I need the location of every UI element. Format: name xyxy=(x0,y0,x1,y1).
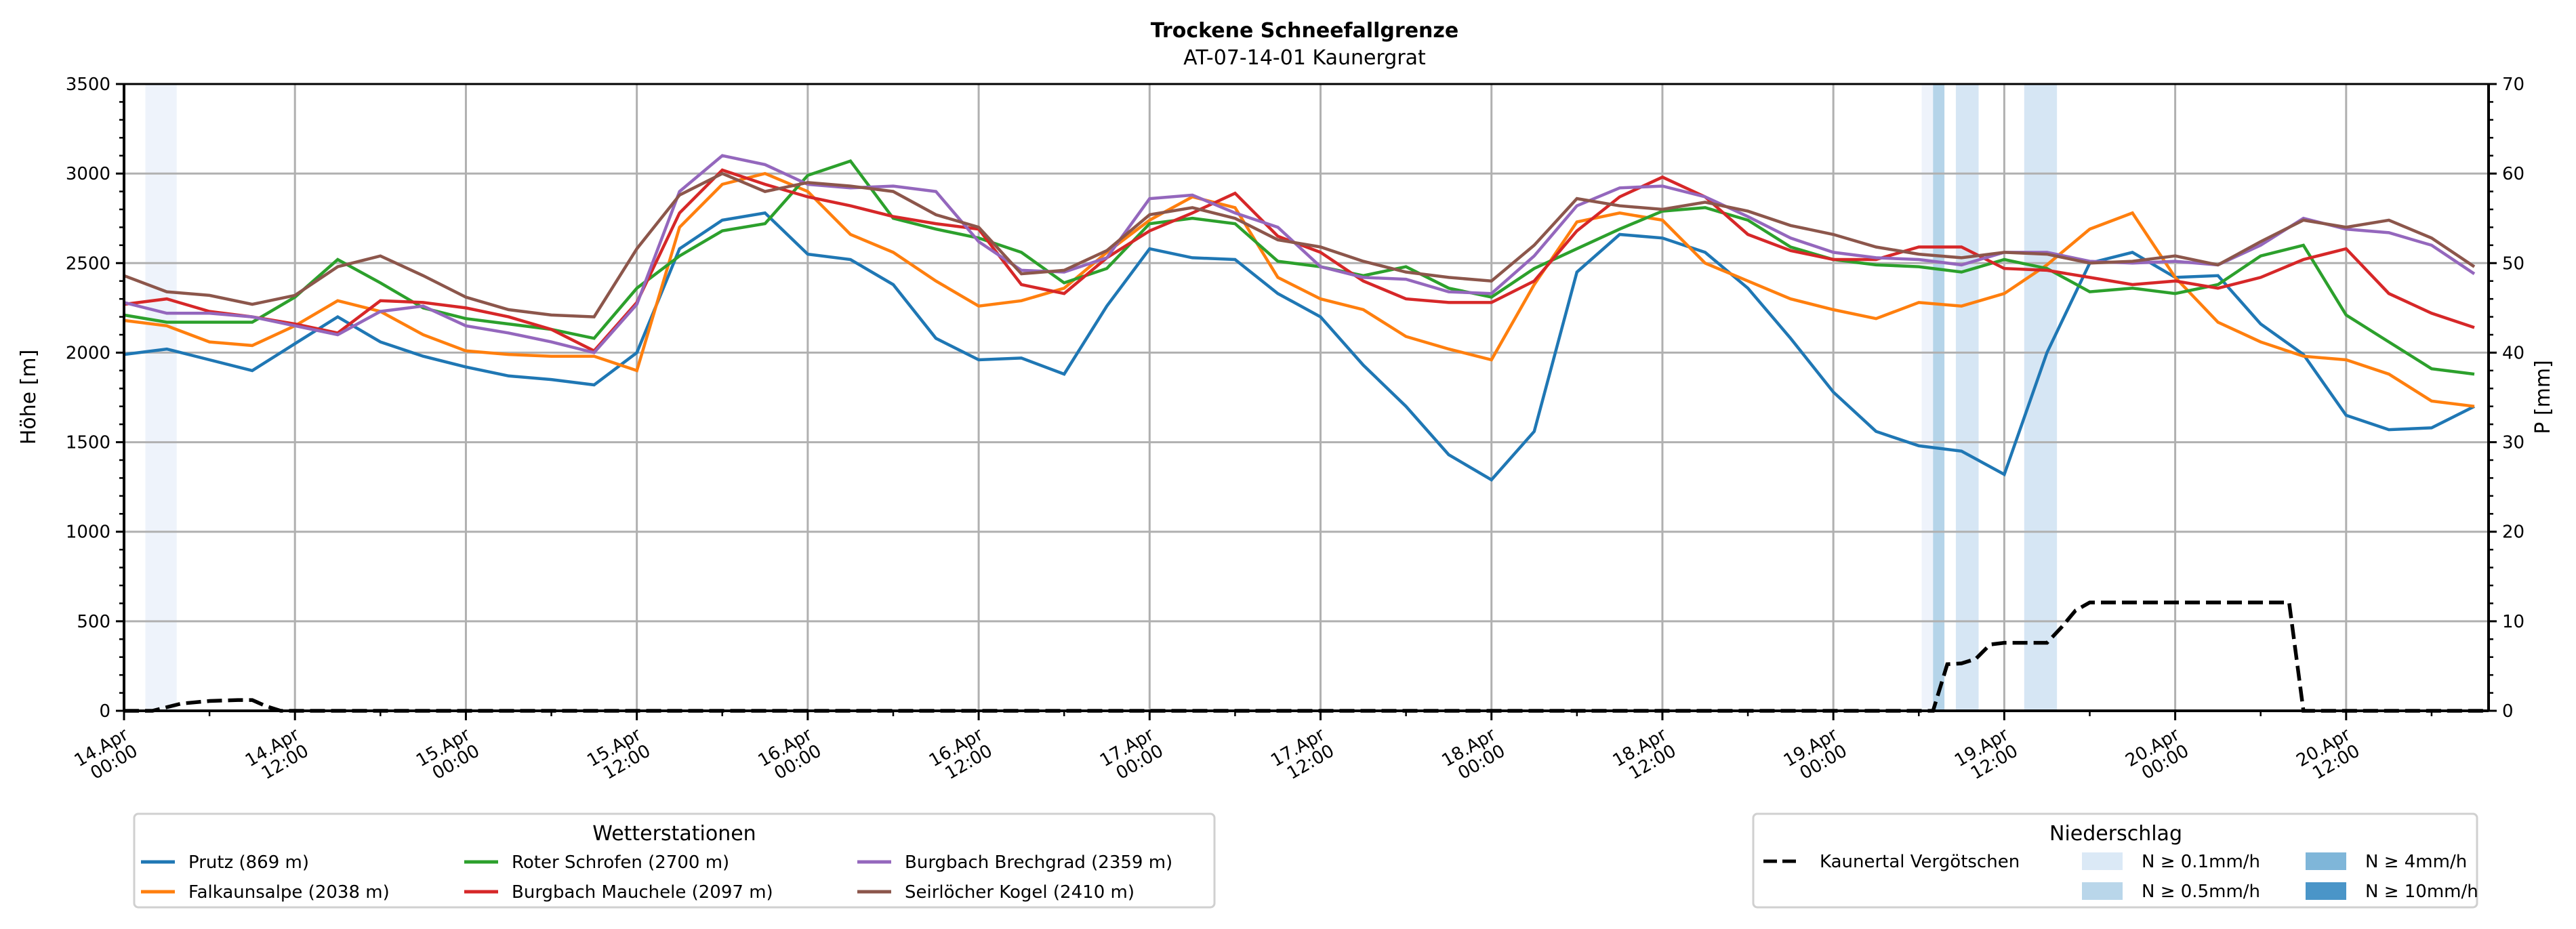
grid xyxy=(124,84,2489,711)
y-tick-label-1000: 1000 xyxy=(66,522,110,543)
precip-band-3 xyxy=(1955,84,1979,711)
precip-band-2 xyxy=(1933,84,1945,711)
legend-precip-label-3: N ≥ 10mm/h xyxy=(2365,882,2478,902)
y-right-tick-label-30: 30 xyxy=(2502,433,2524,453)
legend-precip-line-label: Kaunertal Vergötschen xyxy=(1820,852,2020,872)
precip-band-0 xyxy=(145,84,177,711)
y-right-tick-label-60: 60 xyxy=(2502,164,2524,184)
legend-station-label-3: Burgbach Mauchele (2097 m) xyxy=(512,882,773,903)
legend-precip-swatch-0 xyxy=(2082,852,2123,870)
y-right-tick-label-40: 40 xyxy=(2502,343,2524,363)
precip-band-4 xyxy=(2024,84,2058,711)
y-right-tick-label-0: 0 xyxy=(2502,701,2514,722)
legend-precip-title: Niederschlag xyxy=(2049,822,2182,846)
y-right-tick-label-10: 10 xyxy=(2502,612,2524,632)
chart-title: Trockene Schneefallgrenze xyxy=(1151,19,1458,43)
y-tick-label-2500: 2500 xyxy=(66,253,110,274)
series-line-1 xyxy=(123,171,2475,408)
y-right-tick-label-20: 20 xyxy=(2502,522,2524,543)
legend-stations: Wetterstationen Prutz (869 m) Falkaunsalp… xyxy=(133,812,1216,909)
series-line-2 xyxy=(123,159,2475,376)
legend-precip: Niederschlag Kaunertal Vergötschen N ≥ 0… xyxy=(1752,812,2478,909)
legend-station-label-5: Seirlöcher Kogel (2410 m) xyxy=(905,882,1134,903)
legend-precip-label-2: N ≥ 4mm/h xyxy=(2365,852,2467,872)
legend-precip-swatch-1 xyxy=(2082,882,2123,900)
legend-precip-label-1: N ≥ 0.5mm/h xyxy=(2142,882,2260,902)
y-axis-label-right: P [mm] xyxy=(2531,360,2555,434)
chart-subtitle: AT-07-14-01 Kaunergrat xyxy=(1183,46,1426,70)
precipitation-line xyxy=(124,600,2489,713)
legend-station-label-1: Falkaunsalpe (2038 m) xyxy=(188,882,390,903)
y-tick-label-0: 0 xyxy=(99,701,110,722)
y-right-tick-label-50: 50 xyxy=(2502,253,2524,274)
legend-precip-swatch-2 xyxy=(2306,852,2346,870)
y-axis-label-left: Höhe [m] xyxy=(17,350,41,445)
precip-series-line xyxy=(124,600,2489,713)
y-tick-label-1500: 1500 xyxy=(66,433,110,453)
y-tick-label-3000: 3000 xyxy=(66,164,110,184)
y-tick-label-2000: 2000 xyxy=(66,343,110,363)
legend-precip-swatch-3 xyxy=(2306,882,2346,900)
legend-stations-title: Wetterstationen xyxy=(592,822,756,846)
legend-station-label-4: Burgbach Brechgrad (2359 m) xyxy=(905,852,1172,873)
series-line-4 xyxy=(123,154,2476,354)
legend-precip-label-0: N ≥ 0.1mm/h xyxy=(2142,852,2260,872)
legend-station-label-0: Prutz (869 m) xyxy=(188,852,309,873)
series-line-5 xyxy=(123,171,2476,318)
legend-stations-frame xyxy=(133,812,1216,909)
precip-band-1 xyxy=(1921,84,1934,711)
y-tick-label-3500: 3500 xyxy=(66,75,110,95)
y-tick-label-500: 500 xyxy=(77,612,110,632)
legend-station-label-2: Roter Schrofen (2700 m) xyxy=(512,852,729,873)
axes xyxy=(123,83,2490,712)
station-series xyxy=(123,154,2476,482)
y-right-tick-label-70: 70 xyxy=(2502,75,2524,95)
series-line-0 xyxy=(123,211,2476,482)
